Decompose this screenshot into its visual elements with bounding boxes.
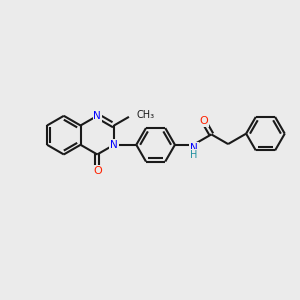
Text: H: H: [190, 150, 198, 160]
Text: N: N: [110, 140, 118, 150]
Text: CH₃: CH₃: [136, 110, 154, 120]
Text: N: N: [190, 143, 198, 153]
Text: O: O: [199, 116, 208, 126]
Text: N: N: [93, 111, 101, 121]
Text: O: O: [93, 166, 102, 176]
